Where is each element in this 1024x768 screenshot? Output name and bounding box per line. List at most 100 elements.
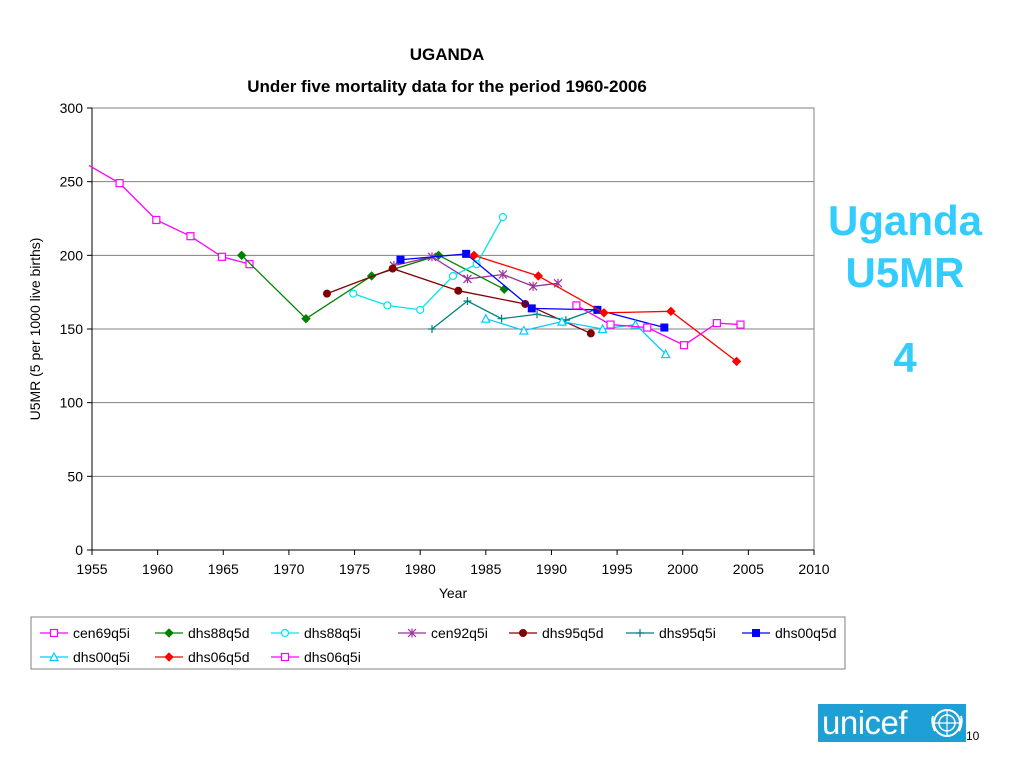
y-tick-label: 0 (75, 542, 83, 558)
legend-entry: cen69q5i (40, 625, 130, 641)
legend-label: dhs06q5i (304, 649, 361, 665)
legend-entry: dhs88q5i (271, 625, 361, 641)
data-point (463, 274, 472, 284)
data-point (152, 215, 161, 225)
data-point (597, 323, 608, 334)
x-tick-label: 2010 (798, 561, 829, 577)
chart-subtitle: Under five mortality data for the period… (247, 77, 647, 96)
data-point (301, 313, 311, 324)
legend-label: dhs00q5i (73, 649, 130, 665)
data-point (736, 320, 745, 329)
series-dhs06q5d (469, 250, 742, 367)
data-point (462, 249, 471, 258)
data-point (454, 286, 463, 295)
side-title: Uganda U5MR (800, 195, 1010, 299)
side-title-line1: Uganda (827, 197, 982, 244)
data-point (463, 297, 472, 306)
legend-entry: cen92q5i (398, 625, 488, 641)
data-point (498, 212, 507, 222)
axes: 0 50 100 150 200 250 300 1955 1960 1965 1970 1975 19… (60, 100, 830, 577)
data-point (660, 323, 669, 332)
legend-label: dhs88q5i (304, 625, 361, 641)
y-tick-label: 150 (60, 321, 84, 337)
legend-entry: dhs06q5d (155, 649, 250, 665)
data-point (427, 325, 436, 333)
x-tick-label: 1965 (208, 561, 239, 577)
series-dhs06q5i (572, 301, 745, 350)
series-line (88, 164, 250, 265)
data-point (606, 320, 615, 329)
data-point (388, 264, 397, 273)
data-point (217, 252, 227, 261)
x-tick-label: 1995 (602, 561, 633, 577)
legend-entry: dhs00q5d (742, 625, 837, 641)
series-group (88, 164, 745, 367)
legend-box (30, 616, 846, 670)
data-point (533, 271, 544, 281)
series-line (431, 300, 595, 330)
data-point (416, 305, 425, 314)
series-dhs88q5i (349, 212, 507, 314)
data-point (349, 289, 358, 298)
data-point (518, 325, 529, 335)
data-point (322, 289, 331, 298)
unicef-emblem-icon (931, 709, 963, 737)
data-point (599, 308, 609, 318)
x-tick-label: 1975 (339, 561, 370, 577)
x-tick-label: 1970 (273, 561, 304, 577)
data-point (480, 313, 491, 323)
data-point (731, 356, 742, 367)
data-point (660, 348, 671, 359)
y-tick-label: 250 (60, 174, 84, 190)
data-point (433, 250, 444, 261)
legend: cen69q5i dhs88q5d dhs88q5i cen92q5i dhs95q5d… (40, 625, 837, 665)
legend-marker (280, 628, 290, 638)
legend-marker (49, 651, 59, 662)
series-line (485, 318, 667, 355)
legend-marker (407, 628, 417, 638)
data-point (528, 281, 538, 291)
legend-label: dhs95q5i (659, 625, 716, 641)
data-point (556, 316, 567, 326)
legend-entry: dhs88q5d (155, 625, 250, 641)
y-axis-label: U5MR (5 per 1000 live births) (27, 238, 43, 421)
data-point (383, 301, 392, 310)
chart-title: UGANDA (410, 45, 485, 64)
x-tick-label: 1955 (76, 561, 107, 577)
data-point (572, 301, 581, 310)
legend-label: cen69q5i (73, 625, 130, 641)
legend-marker (636, 629, 644, 637)
data-point (448, 271, 458, 281)
unicef-logo: unicef (818, 704, 966, 742)
page-number: 10 (966, 729, 980, 743)
data-point (186, 232, 195, 241)
data-point (533, 310, 542, 319)
y-tick-label: 100 (60, 395, 84, 411)
legend-entry: dhs95q5i (626, 625, 716, 641)
side-title-line2: U5MR (845, 249, 965, 296)
data-point (527, 304, 536, 313)
x-tick-label: 1990 (536, 561, 567, 577)
x-tick-label: 1980 (405, 561, 436, 577)
data-point (498, 269, 508, 279)
legend-marker (280, 652, 290, 662)
data-point (586, 329, 595, 338)
data-point (396, 255, 405, 264)
data-point (643, 323, 652, 332)
legend-marker (519, 629, 527, 637)
legend-entry: dhs95q5d (509, 625, 604, 641)
data-point (236, 250, 247, 261)
y-tick-label: 50 (67, 468, 83, 484)
y-tick-label: 200 (60, 247, 84, 263)
legend-marker (164, 628, 174, 638)
data-point (472, 260, 481, 269)
legend-label: dhs95q5d (542, 625, 604, 641)
data-point (679, 341, 689, 350)
x-tick-label: 1985 (470, 561, 501, 577)
data-point (469, 250, 479, 261)
legend-label: dhs88q5d (188, 625, 250, 641)
data-point (712, 319, 721, 328)
x-axis-label: Year (439, 585, 468, 601)
series-line (353, 216, 504, 311)
